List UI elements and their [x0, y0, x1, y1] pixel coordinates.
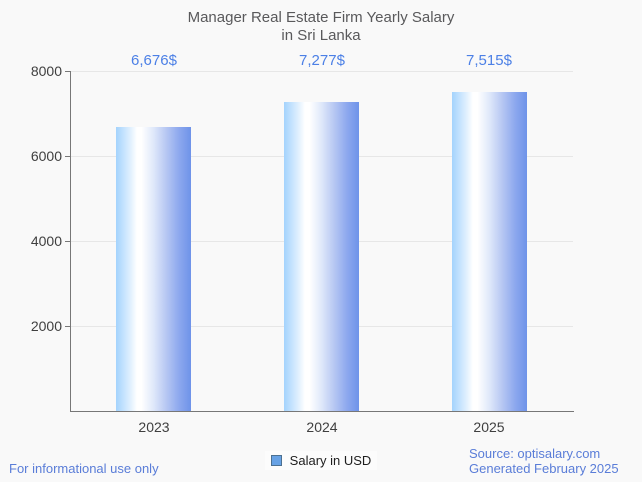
ytick-label-2000: 2000: [30, 318, 62, 334]
gridline-8000: [70, 71, 573, 72]
ytick-label-8000: 8000: [30, 63, 62, 79]
legend-entry: Salary in USD: [264, 451, 378, 470]
value-label-2023: 6,676$: [131, 52, 177, 69]
ytick-4000: [65, 241, 70, 242]
disclaimer-text: For informational use only: [9, 461, 159, 476]
legend-swatch-icon: [270, 455, 282, 466]
ytick-8000: [65, 71, 70, 72]
legend: Salary in USD: [0, 451, 642, 470]
bar-2024[interactable]: [284, 102, 359, 411]
source-text: Source: optisalary.com: [469, 446, 601, 461]
xtick-label-2024: 2024: [306, 419, 338, 435]
value-label-2025: 7,515$: [466, 52, 512, 69]
chart-title-line2: in Sri Lanka: [281, 27, 361, 44]
source-block: Source: optisalary.com Generated Februar…: [469, 446, 619, 476]
bar-2025[interactable]: [452, 92, 527, 411]
chart-title: Manager Real Estate Firm Yearly Salary i…: [0, 9, 642, 45]
xtick-label-2025: 2025: [473, 419, 505, 435]
value-label-2024: 7,277$: [299, 52, 345, 69]
chart-title-line1: Manager Real Estate Firm Yearly Salary: [187, 9, 455, 26]
ytick-6000: [65, 156, 70, 157]
generated-text: Generated February 2025: [469, 461, 619, 476]
ytick-label-4000: 4000: [30, 233, 62, 249]
legend-label: Salary in USD: [289, 453, 372, 468]
bar-2023[interactable]: [116, 127, 191, 411]
ytick-label-6000: 6000: [30, 148, 62, 164]
xtick-label-2023: 2023: [138, 419, 170, 435]
x-axis-line: [70, 411, 574, 412]
y-axis-line: [70, 71, 71, 411]
ytick-2000: [65, 326, 70, 327]
